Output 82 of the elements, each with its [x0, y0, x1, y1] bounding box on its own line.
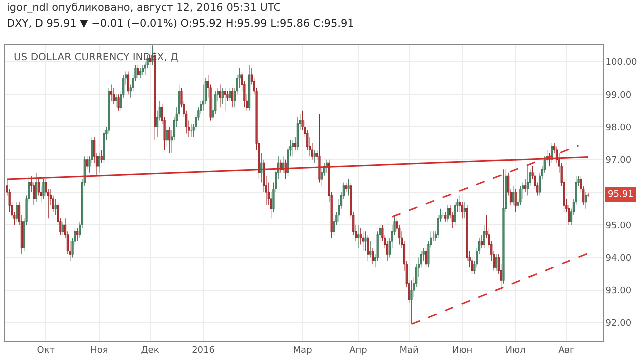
candlestick [370, 241, 372, 258]
text: 95.91 [608, 190, 634, 200]
candlestick [110, 84, 113, 102]
y-tick-label: 100.00 [606, 58, 638, 68]
candlestick [42, 179, 45, 200]
y-tick-label: 92.00 [606, 319, 632, 330]
candlestick [357, 224, 360, 248]
candlestick [587, 192, 590, 198]
candlestick [62, 222, 64, 236]
candlestick [229, 88, 232, 102]
candlestick [444, 212, 447, 222]
candlestick [190, 124, 192, 138]
candlestick [98, 153, 100, 174]
candlestick [118, 94, 120, 112]
candlestick [224, 88, 226, 112]
candlestick [442, 212, 444, 219]
candlestick [232, 88, 234, 108]
chart-subtitle: DXY, D 95.91 ▼ −0.01 (−0.01%) O:95.92 H:95.99 L:95.86 C:95.91 [7, 18, 354, 30]
candlestick [100, 150, 103, 164]
candlestick [495, 254, 498, 272]
x-tick-label: Авг [558, 346, 576, 356]
candlestick [314, 150, 316, 164]
candlestick [115, 94, 118, 108]
candlestick [520, 186, 522, 206]
x-tick-label: Дек [141, 346, 160, 356]
candlestick [367, 234, 370, 262]
candlestick [127, 71, 130, 95]
candlestick [345, 182, 348, 193]
candlestick [168, 126, 171, 154]
x-tick-label: 2016 [192, 346, 216, 356]
x-tick-label: Мар [293, 346, 313, 356]
x-tick-label: Июл [506, 346, 526, 356]
candlestick [35, 172, 38, 203]
candlestick [86, 156, 88, 170]
candlestick [137, 64, 140, 79]
x-tick-label: Май [400, 346, 420, 356]
x-tick-label: Апр [350, 346, 368, 356]
candlestick [446, 205, 450, 222]
y-tick-label: 93.00 [606, 286, 632, 297]
candlestick [219, 84, 222, 108]
candlestick [142, 64, 144, 76]
candlestick [296, 117, 300, 150]
candlestick [222, 88, 224, 105]
candlestick [103, 130, 106, 164]
x-tick-label: Ноя [90, 346, 108, 356]
candlestick [480, 234, 484, 248]
candlestick [584, 192, 588, 210]
candlestick [76, 228, 79, 242]
candlestick [502, 169, 505, 284]
candlestick [512, 186, 514, 206]
candlestick [464, 202, 466, 219]
candlestick [16, 202, 18, 222]
candlestick [425, 248, 428, 268]
candlestick [248, 64, 251, 112]
candlestick [362, 231, 364, 252]
x-tick-label: Окт [37, 346, 56, 356]
candlestick [372, 248, 374, 265]
x-tick-label: Июн [452, 346, 473, 356]
candlestick [364, 231, 367, 252]
candlestick [454, 202, 456, 226]
y-tick-label: 95.00 [606, 221, 632, 232]
candlestick [54, 198, 57, 216]
candlestick [294, 136, 297, 150]
candlestick [483, 224, 486, 248]
candlestick [292, 140, 294, 157]
candlestick [326, 160, 328, 174]
candlestick [260, 153, 263, 184]
y-tick-label: 94.00 [606, 254, 632, 264]
text: igor_ndl опубликовано, август 12, 2016 05:31 UTC [7, 2, 282, 14]
candlestick [410, 280, 413, 324]
y-tick-label: 97.00 [606, 156, 632, 166]
candlestick [112, 88, 116, 105]
candlestick [166, 126, 168, 148]
candlestick [140, 68, 142, 79]
candlestick [321, 166, 324, 186]
candlestick [526, 166, 530, 196]
candlestick [318, 114, 321, 184]
candlestick [348, 179, 350, 196]
candlestick [524, 179, 527, 193]
candlestick [514, 188, 517, 212]
y-tick-label: 98.00 [606, 123, 632, 134]
y-tick-label: 99.00 [606, 90, 632, 101]
